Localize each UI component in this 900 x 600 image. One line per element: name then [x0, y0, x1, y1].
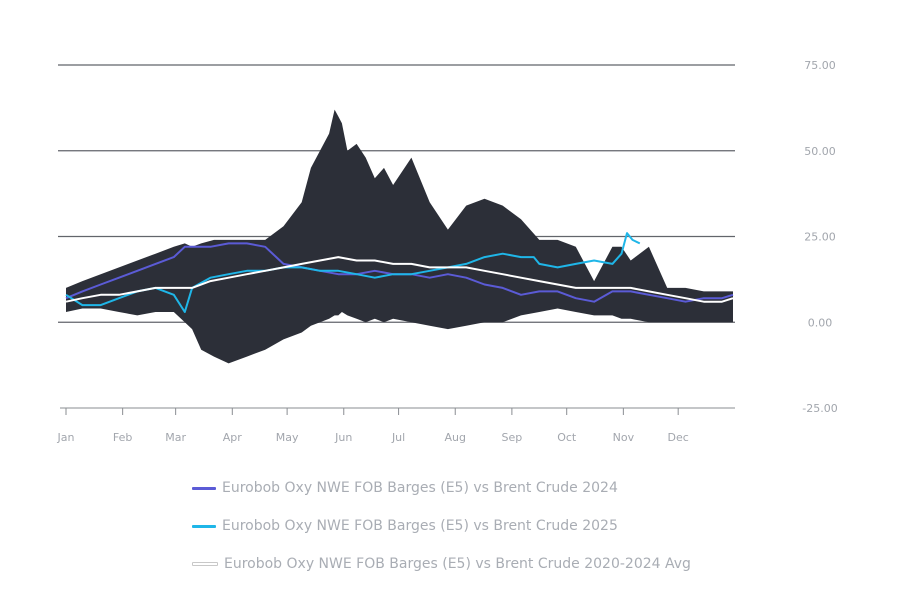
y-axis: 75.00 50.00 25.00 0.00 -25.00	[802, 59, 837, 415]
x-tick-label: Jun	[334, 431, 352, 444]
x-axis: Jan Feb Mar Apr May Jun Jul Aug Sep Oct Nov Dec	[57, 407, 735, 444]
x-tick-label: Jul	[391, 431, 405, 444]
x-tick-label: Mar	[165, 431, 186, 444]
range-band-area	[66, 109, 733, 364]
x-tick-label: Sep	[502, 431, 523, 444]
legend-label-avg: Eurobob Oxy NWE FOB Barges (E5) vs Brent…	[224, 556, 691, 572]
legend-item-avg[interactable]: Eurobob Oxy NWE FOB Barges (E5) vs Brent…	[192, 554, 691, 574]
legend-label-2025: Eurobob Oxy NWE FOB Barges (E5) vs Brent…	[222, 518, 618, 534]
legend: Eurobob Oxy NWE FOB Barges (E5) vs Brent…	[192, 478, 691, 592]
x-tick-label: Dec	[668, 431, 689, 444]
series-lines	[65, 232, 734, 313]
legend-label-2024: Eurobob Oxy NWE FOB Barges (E5) vs Brent…	[222, 480, 618, 496]
legend-swatch-2025	[192, 524, 216, 528]
legend-item-2025[interactable]: Eurobob Oxy NWE FOB Barges (E5) vs Brent…	[192, 516, 691, 536]
x-tick-label: Oct	[557, 431, 577, 444]
legend-swatch-avg	[192, 562, 218, 566]
x-tick-label: Nov	[613, 431, 635, 444]
x-tick-label: Aug	[444, 431, 465, 444]
legend-swatch-2024	[192, 486, 216, 490]
x-tick-label: Jan	[57, 431, 75, 444]
x-tick-label: Feb	[113, 431, 132, 444]
y-tick-label: 75.00	[804, 59, 836, 72]
series-avg-line	[65, 256, 734, 303]
y-tick-label: 50.00	[804, 145, 836, 158]
range-band	[66, 109, 733, 364]
x-tick-label: May	[276, 431, 299, 444]
y-tick-label: -25.00	[802, 402, 837, 415]
legend-item-2024[interactable]: Eurobob Oxy NWE FOB Barges (E5) vs Brent…	[192, 478, 691, 498]
x-tick-label: Apr	[223, 431, 243, 444]
series-2025-line	[65, 232, 641, 313]
y-tick-label: 25.00	[804, 231, 836, 244]
y-tick-label: 0.00	[808, 316, 833, 329]
